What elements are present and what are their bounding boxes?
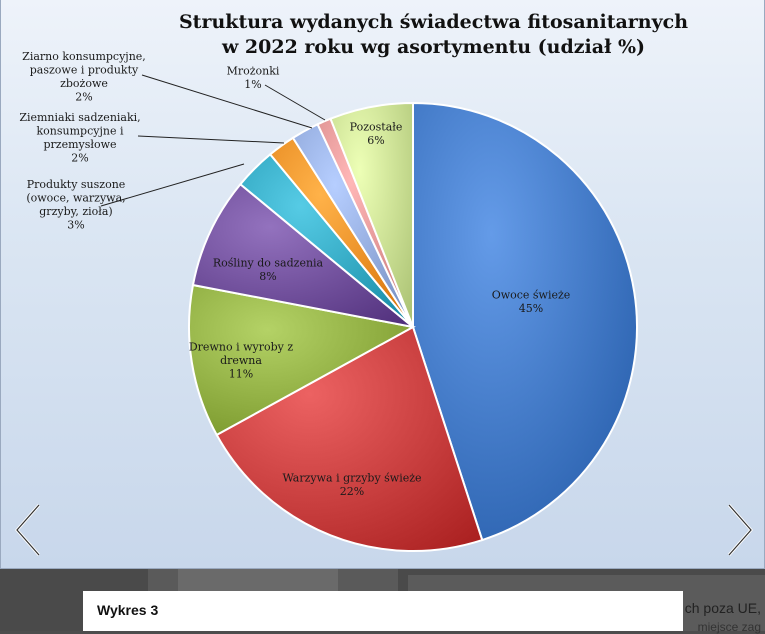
pie-chart: Owoce świeże 45% Warzywa i grzyby świeże 22…	[19, 50, 638, 552]
figure-caption: Wykres 3	[97, 602, 159, 618]
pie-slice	[215, 325, 484, 552]
chart-title: Struktura wydanych świadectwa fitosanita…	[151, 10, 716, 60]
slice-label: Produkty suszone (owoce, warzywa, grzyby, …	[26, 178, 125, 232]
leader-line	[137, 135, 285, 144]
pie-slice	[412, 101, 638, 542]
previous-image-button[interactable]	[13, 503, 43, 557]
slice-label: Ziemniaki sadzeniaki, konsumpcyjne i przem…	[19, 111, 140, 165]
slice-label: Mrożonki 1%	[227, 64, 280, 91]
lightbox-viewer: Owoce świeże 45% Warzywa i grzyby świeże 22…	[0, 0, 765, 569]
slice-label: Drewno i wyroby z drewna 11%	[189, 341, 293, 381]
leader-line	[141, 74, 313, 129]
slice-label: Owoce świeże 45%	[492, 288, 571, 315]
slice-label: Ziarno konsumpcyjne, paszowe i produkty zb…	[22, 50, 146, 104]
chevron-right-icon	[727, 504, 753, 556]
pie-slice	[191, 182, 414, 328]
leader-line	[264, 84, 326, 121]
caption-bar: Wykres 3	[83, 591, 683, 631]
next-image-button[interactable]	[725, 503, 755, 557]
background-text: ch poza UE,	[684, 600, 761, 616]
background-text-2: miejsce zag	[697, 620, 761, 634]
chevron-left-icon	[15, 504, 41, 556]
chart-title-line-1: Struktura wydanych świadectwa fitosanita…	[178, 11, 689, 33]
slice-label: Rośliny do sadzenia 8%	[213, 256, 324, 283]
pie-slice	[329, 101, 414, 328]
leader-line	[100, 163, 245, 207]
chart-title-line-2: w 2022 roku wg asortymentu (udział %)	[221, 36, 646, 58]
slice-label: Warzywa i grzyby świeże 22%	[282, 471, 421, 498]
slice-label: Pozostałe 6%	[350, 120, 403, 147]
pie-slice	[188, 283, 416, 437]
